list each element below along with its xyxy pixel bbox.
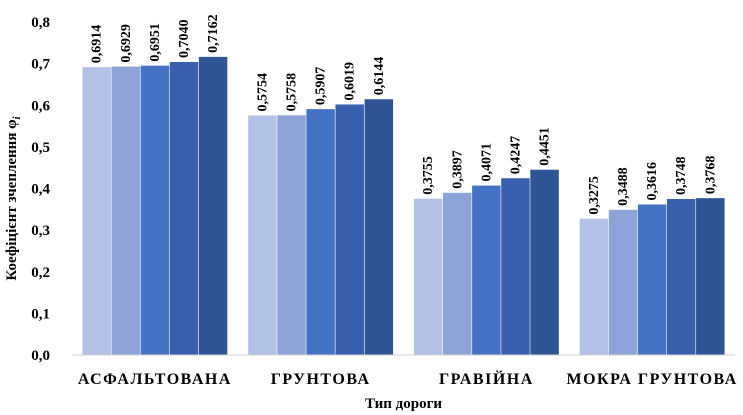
category-label: АСФАЛЬТОВАНА xyxy=(78,371,232,388)
category-label: ГРУНТОВА xyxy=(271,371,371,388)
y-tick-label: 0,7 xyxy=(31,57,50,73)
bar xyxy=(364,99,394,355)
data-label: 0,6914 xyxy=(90,25,105,64)
bar xyxy=(472,185,501,355)
bar xyxy=(82,67,111,356)
data-label: 0,7040 xyxy=(177,19,192,58)
data-label: 0,4451 xyxy=(538,127,553,166)
bar xyxy=(637,204,667,355)
y-axis-title: Коефіцієнт зчеплення φi xyxy=(4,115,23,280)
data-label: 0,6019 xyxy=(343,62,358,101)
y-tick-label: 0,0 xyxy=(31,348,50,364)
data-label: 0,4247 xyxy=(508,136,523,175)
bar xyxy=(335,104,364,355)
bar xyxy=(248,115,277,356)
bar xyxy=(140,65,170,356)
data-label: 0,4071 xyxy=(479,143,494,182)
data-labels: 0,6914 0,6929 0,6951 0,7040 0,7162 0,5754 0,57… xyxy=(90,14,719,214)
data-label: 0,3748 xyxy=(674,156,689,195)
category-labels: АСФАЛЬТОВАНА ГРУНТОВА ГРАВІЙНА МОКРА ГРУНТО… xyxy=(78,369,737,388)
category-label: МОКРА ГРУНТОВА xyxy=(566,371,737,388)
bar xyxy=(579,218,609,355)
data-label: 0,3897 xyxy=(450,150,465,189)
bar xyxy=(413,198,443,355)
data-label: 0,6144 xyxy=(372,57,387,96)
y-tick-label: 0,1 xyxy=(31,306,50,322)
data-label: 0,3768 xyxy=(703,156,718,195)
y-tick-label: 0,4 xyxy=(31,182,50,198)
bar xyxy=(530,169,559,355)
bar xyxy=(111,66,141,355)
bar xyxy=(277,115,306,356)
data-label: 0,7162 xyxy=(206,14,221,53)
y-tick-label: 0,3 xyxy=(31,223,50,239)
y-axis-ticks: 0,0 0,1 0,2 0,3 0,4 0,5 0,6 0,7 0,8 xyxy=(31,15,50,364)
data-label: 0,5907 xyxy=(314,67,329,106)
data-label: 0,5758 xyxy=(285,73,300,112)
bar xyxy=(666,198,696,355)
bar xyxy=(306,109,335,355)
bar xyxy=(169,61,199,356)
data-label: 0,6951 xyxy=(148,23,163,62)
data-label: 0,3488 xyxy=(616,167,631,206)
data-label: 0,3616 xyxy=(645,162,660,201)
data-label: 0,3755 xyxy=(421,156,436,195)
bar xyxy=(696,198,725,355)
category-label: ГРАВІЙНА xyxy=(439,369,534,388)
y-tick-label: 0,6 xyxy=(31,98,50,114)
y-tick-label: 0,2 xyxy=(31,265,50,281)
y-tick-label: 0,8 xyxy=(31,15,50,31)
data-label: 0,5754 xyxy=(255,73,270,112)
data-label: 0,3275 xyxy=(587,176,602,215)
bars xyxy=(82,56,725,356)
bar xyxy=(198,56,228,356)
data-label: 0,6929 xyxy=(119,24,134,63)
x-axis-title: Тип дороги xyxy=(365,396,442,412)
y-tick-label: 0,5 xyxy=(31,140,50,156)
bar xyxy=(608,209,638,355)
bar xyxy=(501,178,530,355)
bar xyxy=(443,192,472,355)
